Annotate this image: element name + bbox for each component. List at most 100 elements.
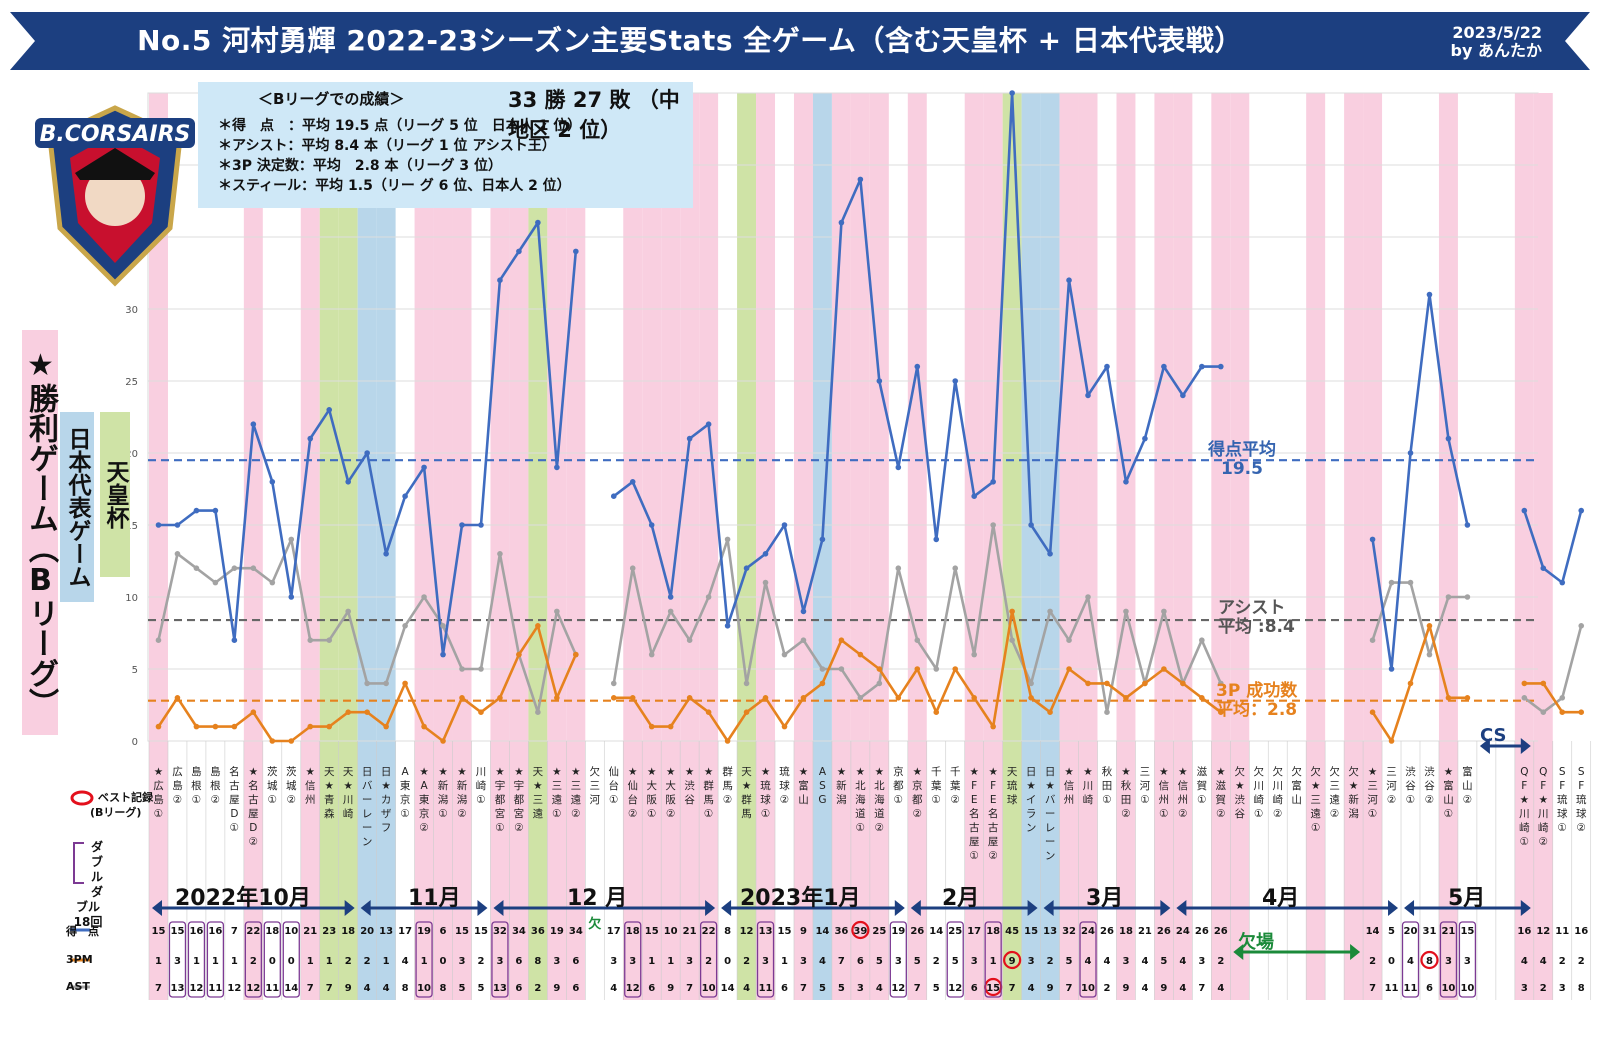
double-double-bracket [282, 921, 300, 998]
ast-cell: 5 [838, 983, 845, 994]
ast-cell: 14 [284, 983, 298, 994]
month-span-arrow-head-right [1388, 900, 1399, 916]
month-span-arrow-head-left [360, 900, 371, 916]
double-double-bracket [889, 921, 907, 998]
month-span-arrow-head-right [1160, 900, 1171, 916]
opponent-label: ★群馬 ① [703, 766, 714, 820]
threes-point [1521, 680, 1528, 687]
opponent-label: ★信州 [1064, 766, 1075, 806]
tpm-cell: 2 [1217, 956, 1224, 967]
cs-label: CS [1480, 725, 1507, 746]
pts-cell: 17 [967, 926, 981, 937]
points-point [269, 479, 276, 485]
assists-point [326, 637, 333, 643]
pts-cell: 17 [398, 926, 412, 937]
month-span-arrow-head-right [1027, 900, 1038, 916]
tpm-cell: 1 [231, 956, 238, 967]
ast-cell: 12 [948, 983, 962, 994]
double-double-bracket [699, 921, 718, 998]
opponent-label: 日★バーレーン [1045, 766, 1056, 862]
opponent-label: ★北海道 ② [874, 766, 885, 834]
tpm-cell: 2 [1369, 956, 1376, 967]
ast-cell: 12 [227, 983, 241, 994]
pts-cell: 22 [246, 926, 260, 937]
points-point [781, 522, 788, 528]
tpm-cell: 3 [1464, 956, 1471, 967]
double-double-bracket [415, 921, 433, 998]
tpm-cell: 3 [459, 956, 466, 967]
assist-average-label: アシスト 平均 :8.4 [1218, 599, 1295, 637]
points-point [1369, 536, 1376, 543]
assists-point [743, 680, 750, 687]
tpm-cell: 3 [686, 956, 693, 967]
threes-point [1199, 695, 1205, 701]
ast-cell: 10 [417, 983, 431, 994]
double-double-bracket [624, 921, 642, 998]
tpm-cell: 0 [1388, 956, 1395, 967]
opponent-label: 欠富山 [1291, 765, 1302, 806]
opponent-label: 名古屋 D ① [229, 765, 240, 834]
pts-cell: 26 [1195, 926, 1209, 937]
points-point [516, 248, 522, 255]
opponent-label: 欠★新潟 [1348, 765, 1359, 820]
threes-point [1123, 695, 1129, 701]
points-point [1407, 450, 1414, 456]
opponent-label: 千葉 ② [950, 766, 961, 806]
opponent-label: 川崎 ① [476, 766, 487, 806]
opponent-label: 茨城 ② [286, 765, 297, 806]
threes-point [876, 666, 883, 672]
points-point [535, 219, 541, 226]
assists-point [1559, 695, 1566, 701]
ast-cell: 3 [1521, 983, 1528, 994]
pts-cell: 31 [1423, 926, 1437, 937]
threes-point [250, 709, 257, 715]
assists-point [250, 565, 257, 571]
month-span-arrow-head-right [705, 900, 716, 916]
y-tick-label: 20 [125, 449, 138, 460]
assists-point [1445, 594, 1452, 600]
month-label: 2022年10月 [175, 886, 311, 911]
points-point [1426, 291, 1433, 298]
ast-cell: 8 [402, 983, 409, 994]
threes-point [1388, 738, 1395, 744]
pts-cell: 36 [531, 926, 545, 937]
game-band-win [1211, 93, 1231, 1000]
points-point [1180, 392, 1186, 399]
opponent-label: 広島 ② [172, 765, 183, 806]
record-lines: ＊得 点 ：平均 19.5 点（リーグ 5 位 日本人 1 位） ＊アシスト：平… [218, 116, 581, 196]
opponent-label: 日バーレーン [362, 766, 373, 848]
logo-text: B.CORSAIRS [40, 122, 191, 147]
ast-cell: 7 [1066, 983, 1073, 994]
opponent-label: 渋谷 ① [1405, 765, 1416, 806]
y-tick-label: 30 [125, 305, 138, 316]
pts-cell: 36 [834, 926, 848, 937]
points-point [1047, 551, 1053, 557]
points-point [1066, 277, 1072, 284]
double-double-bracket [1079, 921, 1097, 998]
tpm-cell: 4 [1407, 956, 1414, 967]
points-point [933, 536, 940, 543]
month-label: 11月 [408, 886, 461, 911]
tpm-cell: 3 [1028, 956, 1035, 967]
assists-point [307, 637, 314, 643]
assists-point [648, 651, 655, 658]
points-point [174, 522, 181, 528]
record-panel: ＜Bリーグでの成績＞ 33 勝 27 敗 （中地区 2 位） ＊得 点 ：平均 … [198, 82, 693, 208]
points-point [838, 219, 845, 226]
pts-cell: 13 [1043, 926, 1057, 937]
opponent-label: ★琉球 ① [760, 766, 771, 820]
points-point [1559, 579, 1566, 586]
month-label: 3月 [1086, 886, 1124, 911]
ast-cell: 7 [326, 983, 333, 994]
record-line: ＊アシスト：平均 8.4 本（リーグ 1 位 アシスト王） [218, 138, 556, 154]
points-point [1123, 479, 1129, 485]
legend-best-sub: (Bリーグ) [90, 806, 142, 819]
legend-win-games: ★勝利ゲーム（Bリーグ） [22, 330, 58, 735]
ast-cell: 10 [702, 983, 716, 994]
win-loss-record: 33 勝 27 敗 （中地区 2 位） [508, 88, 680, 142]
assists-point [686, 637, 693, 643]
record-line: ＊3P 決定数：平均 2.8 本（リーグ 3 位） [218, 158, 503, 174]
ast-cell: 7 [800, 983, 807, 994]
y-tick-label: 15 [125, 521, 138, 532]
